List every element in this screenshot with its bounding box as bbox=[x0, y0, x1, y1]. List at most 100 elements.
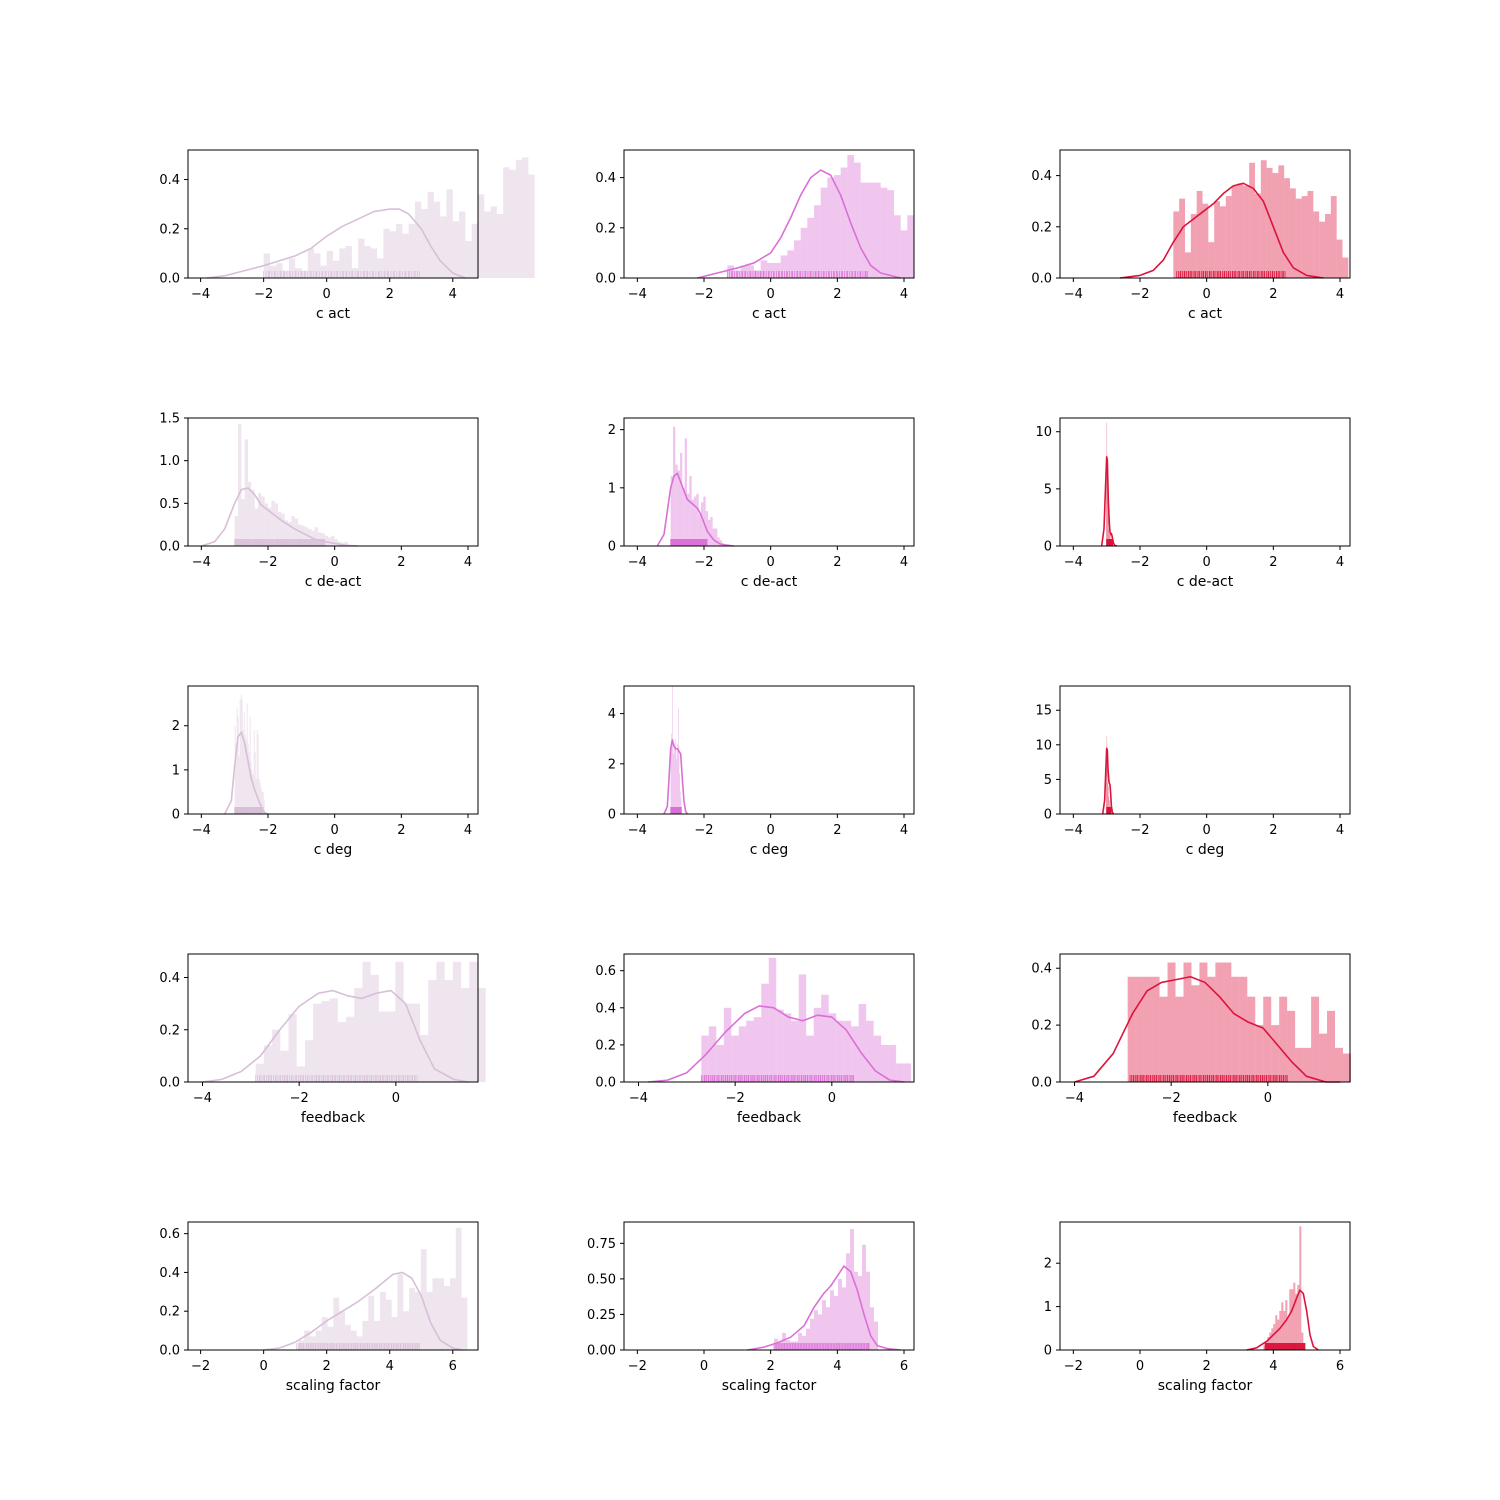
histogram-bar bbox=[1319, 221, 1325, 278]
histogram-bar bbox=[490, 206, 497, 278]
histogram-bar bbox=[1191, 985, 1200, 1082]
axes-frame bbox=[187, 417, 479, 547]
histogram-bar bbox=[1279, 996, 1288, 1082]
histogram-bar bbox=[484, 211, 491, 278]
histogram-bar bbox=[880, 187, 888, 278]
histogram-bar bbox=[329, 998, 338, 1082]
histogram-bar bbox=[1223, 962, 1232, 1082]
histogram-bar bbox=[828, 1013, 837, 1082]
histogram-bar bbox=[900, 230, 908, 278]
rug-ticks bbox=[296, 1343, 420, 1350]
x-tick-label: −4 bbox=[193, 1091, 212, 1106]
histogram-bar bbox=[250, 761, 252, 814]
x-tick-label: 4 bbox=[833, 1359, 841, 1374]
kde-line bbox=[1101, 747, 1115, 815]
histogram-bar bbox=[703, 496, 706, 546]
histogram-bar bbox=[1108, 796, 1110, 814]
x-tick-label: 4 bbox=[1269, 1359, 1277, 1374]
histogram-bar bbox=[255, 778, 257, 814]
x-tick-label: 0 bbox=[1203, 823, 1211, 838]
histogram-bar bbox=[678, 746, 680, 814]
histogram-bar bbox=[420, 1034, 429, 1082]
x-tick-label: 0 bbox=[1203, 555, 1211, 570]
histogram-bar bbox=[1107, 758, 1108, 814]
histogram-bar bbox=[515, 159, 523, 278]
histogram-bar bbox=[461, 1297, 468, 1350]
y-tick-label: 1 bbox=[172, 763, 180, 778]
histogram-bar bbox=[712, 528, 715, 546]
kde-line bbox=[1074, 975, 1341, 1083]
histogram-bar bbox=[677, 470, 680, 546]
histogram-bar bbox=[241, 699, 243, 814]
histogram-bar bbox=[471, 223, 478, 278]
histogram-bar bbox=[313, 1003, 322, 1082]
histogram-bar bbox=[252, 774, 254, 814]
histogram-bar bbox=[761, 983, 769, 1082]
histogram-bar bbox=[281, 513, 285, 546]
subplot-r2-c2: −4 −2 0 2 4 0 5 10 15 c deg bbox=[1035, 685, 1351, 858]
histogram-bar bbox=[320, 265, 327, 278]
rug-ticks bbox=[773, 1343, 870, 1350]
histogram-bar bbox=[245, 738, 247, 814]
histogram-bars bbox=[670, 686, 682, 814]
subplot-r3-c1: −4 −2 0 0.0 0.2 0.4 0.6 feedback bbox=[595, 953, 915, 1126]
x-tick-label: 0 bbox=[700, 1359, 708, 1374]
x-tick-label: −4 bbox=[191, 287, 210, 302]
histogram-bar bbox=[1325, 214, 1331, 278]
histogram-bar bbox=[244, 734, 246, 814]
histogram-bar bbox=[768, 957, 777, 1082]
histogram-bar bbox=[261, 496, 265, 546]
y-tick-label: 2 bbox=[1044, 1257, 1052, 1272]
histogram-bar bbox=[1307, 190, 1314, 278]
histogram-bar bbox=[1190, 214, 1197, 278]
histogram-bar bbox=[368, 1295, 375, 1350]
histogram-bar bbox=[263, 253, 270, 278]
x-tick-label: −2 bbox=[191, 1359, 210, 1374]
x-tick-label: 2 bbox=[1203, 1359, 1211, 1374]
histogram-bar bbox=[288, 258, 296, 278]
kde-line bbox=[263, 1271, 463, 1351]
kde-line bbox=[1100, 456, 1117, 547]
histogram-bar bbox=[1290, 188, 1296, 278]
histogram-bar bbox=[469, 961, 478, 1082]
histogram-bar bbox=[1107, 500, 1109, 546]
histogram-bar bbox=[760, 260, 768, 278]
y-tick-label: 0.2 bbox=[595, 1038, 616, 1053]
histogram-bar bbox=[1273, 1323, 1276, 1350]
histogram-bar bbox=[503, 167, 510, 278]
axes-frame bbox=[623, 417, 915, 547]
axes-frame bbox=[623, 1221, 915, 1351]
x-tick-label: 0 bbox=[767, 823, 775, 838]
histogram-bar bbox=[1107, 466, 1108, 546]
histogram-bar bbox=[1167, 962, 1176, 1082]
y-tick-label: 0.4 bbox=[159, 971, 180, 986]
histogram-bar bbox=[1108, 528, 1110, 546]
histogram-bar bbox=[1202, 203, 1209, 278]
histogram-bar bbox=[794, 240, 801, 278]
rug-ticks bbox=[670, 807, 682, 814]
y-tick-label: 0.0 bbox=[1031, 272, 1052, 287]
rug-ticks bbox=[263, 271, 421, 278]
x-tick-label: 4 bbox=[386, 1359, 394, 1374]
y-tick-label: 4 bbox=[608, 707, 616, 722]
y-tick-label: 0.6 bbox=[159, 1227, 180, 1242]
axes-frame bbox=[1059, 149, 1351, 279]
histogram-bar bbox=[244, 439, 248, 546]
histogram-bar bbox=[1135, 976, 1144, 1082]
y-tick-label: 0.0 bbox=[159, 1076, 180, 1091]
subplot-r3-c2: −4 −2 0 0.0 0.2 0.4 feedback bbox=[1031, 953, 1351, 1126]
histogram-bar bbox=[822, 1300, 826, 1350]
histogram-bar bbox=[676, 751, 678, 814]
histogram-bar bbox=[257, 734, 259, 814]
subplot-r0-c0: −4 −2 0 2 4 0.0 0.2 0.4 c act bbox=[159, 149, 535, 322]
histogram-bar bbox=[862, 1244, 866, 1350]
histogram-bar bbox=[1199, 962, 1208, 1082]
y-tick-label: 0.0 bbox=[159, 1344, 180, 1359]
x-tick-label: 6 bbox=[1336, 1359, 1344, 1374]
histogram-bar bbox=[798, 1332, 802, 1350]
histogram-bar bbox=[314, 253, 321, 278]
x-axis-label: feedback bbox=[737, 1110, 802, 1126]
histogram-bar bbox=[452, 961, 462, 1082]
y-tick-label: 0.25 bbox=[587, 1308, 616, 1323]
histogram-bar bbox=[1301, 196, 1308, 278]
